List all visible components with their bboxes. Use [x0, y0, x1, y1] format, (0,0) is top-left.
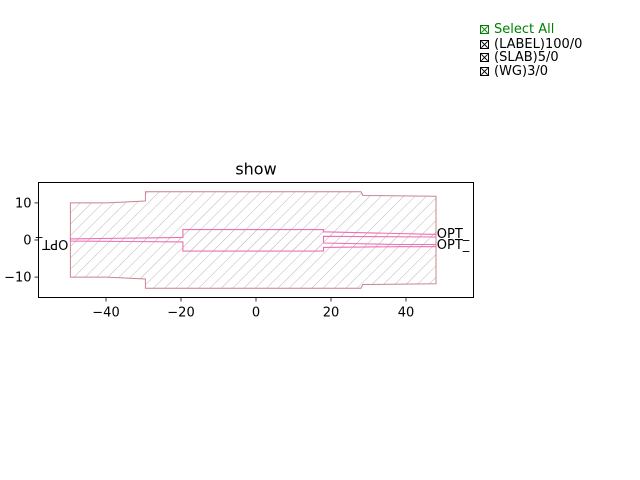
y-tick-label: −10 — [4, 271, 31, 286]
select-all-label: Select All — [494, 22, 555, 37]
layer-toggle-label[interactable]: (LABEL)100/0 — [480, 36, 583, 52]
waveguide-polygon — [69, 229, 437, 252]
geometry-layers — [69, 191, 437, 289]
y-tick-label: 0 — [23, 234, 31, 249]
y-tick-label: 10 — [15, 196, 32, 211]
select-all-toggle[interactable]: Select All — [480, 23, 582, 37]
x-tick-label: 40 — [398, 306, 415, 321]
checkbox-checked-icon[interactable] — [480, 53, 489, 63]
axis-ticks: −40 −20 0 20 40 −10 0 10 — [4, 196, 414, 320]
layer-legend: Select All (LABEL)100/0 (SLAB)5/0 (WG)3/… — [480, 23, 582, 78]
checkbox-checked-icon[interactable] — [480, 39, 489, 49]
port-label-left: OPT_ — [35, 236, 68, 251]
layer-label-wg: (WG)3/0 — [494, 63, 548, 79]
layer-label-slab: (SLAB)5/0 — [494, 50, 559, 65]
layer-toggle-slab[interactable]: (SLAB)5/0 — [480, 51, 582, 65]
checkbox-checked-icon[interactable] — [480, 66, 489, 76]
port-label-right: OPT_ — [437, 238, 470, 253]
chart-title: show — [235, 160, 276, 179]
checkbox-checked-icon[interactable] — [480, 25, 489, 35]
layer-toggle-wg[interactable]: (WG)3/0 — [480, 63, 582, 79]
x-tick-label: −20 — [167, 306, 194, 321]
x-tick-label: −40 — [92, 306, 119, 321]
port-label-right: OPT_ — [437, 227, 470, 242]
layer-label-label: (LABEL)100/0 — [494, 36, 583, 52]
x-tick-label: 20 — [323, 306, 340, 321]
x-tick-label: 0 — [252, 306, 260, 321]
port-labels: OPT_OPT_OPT_ — [35, 227, 469, 253]
